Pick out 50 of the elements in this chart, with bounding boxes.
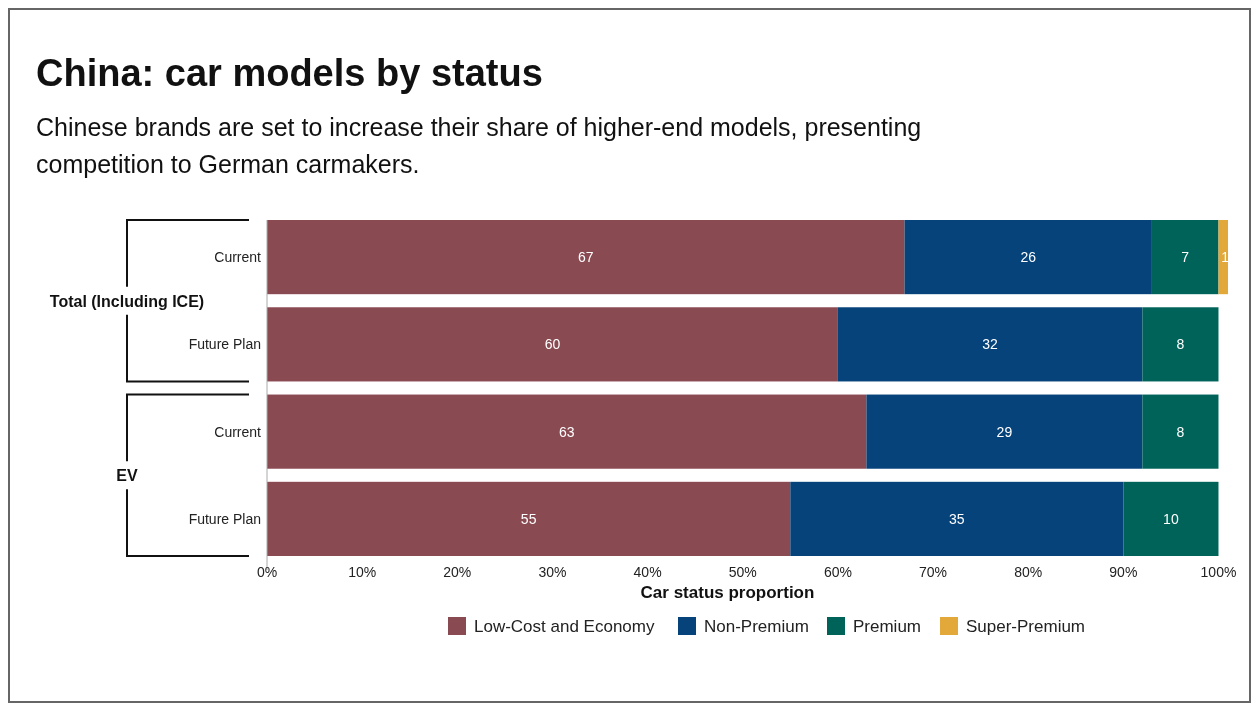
y-tick-label: Future Plan [188, 510, 261, 527]
text: EV [116, 467, 138, 485]
x-tick-label: 20% [443, 564, 472, 580]
data-label: 55 [520, 510, 537, 527]
x-tick-label: 40% [633, 564, 662, 580]
data-label: 10 [1163, 510, 1179, 527]
x-tick-label: 10% [348, 564, 377, 580]
data-label: 1 [1221, 249, 1230, 266]
x-tick-label: 90% [1109, 564, 1138, 580]
bar [1151, 220, 1219, 295]
bar [904, 220, 1152, 295]
chart-title: China: car models by status [36, 52, 543, 94]
bar [267, 307, 838, 382]
legend-label: Premium [853, 617, 922, 636]
bar [837, 307, 1143, 382]
bar [267, 220, 905, 295]
data-label: 7 [1181, 249, 1190, 266]
x-tick-label: 80% [1014, 564, 1043, 580]
x-tick-label: 0% [256, 564, 278, 580]
bar [790, 481, 1124, 556]
x-tick-label: 50% [728, 564, 757, 580]
text: Total (Including ICE) [49, 292, 205, 310]
y-tick-label: Current [214, 423, 262, 440]
y-tick-label: Current [214, 249, 262, 266]
data-label: 35 [949, 510, 965, 527]
x-axis-title: Car status proportion [640, 583, 815, 602]
data-label: 8 [1176, 423, 1185, 440]
data-label: 63 [558, 423, 575, 440]
bar [866, 394, 1143, 469]
bar [1218, 220, 1228, 295]
data-label: 29 [996, 423, 1013, 440]
x-tick-label: 60% [823, 564, 852, 580]
legend-label: Non-Premium [704, 617, 809, 636]
chart-subtitle: Chinese brands are set to increase their share of higher-end models, presenting competition to German carmakers. [36, 113, 922, 178]
bar [267, 394, 867, 469]
data-label: 60 [544, 336, 561, 353]
legend-label: Low-Cost and Economy [474, 617, 655, 636]
x-tick-label: 30% [538, 564, 567, 580]
data-label: 32 [982, 336, 999, 353]
y-tick-label: Future Plan [188, 336, 261, 353]
bar [1142, 394, 1219, 469]
legend-label: Super-Premium [966, 617, 1086, 636]
data-label: 26 [1020, 249, 1037, 266]
x-tick-label: 100% [1200, 564, 1237, 580]
bar [1123, 481, 1219, 556]
bar [1142, 307, 1219, 382]
x-tick-label: 70% [919, 564, 948, 580]
bar [267, 481, 791, 556]
data-label: 67 [577, 249, 594, 266]
data-label: 8 [1176, 336, 1185, 353]
